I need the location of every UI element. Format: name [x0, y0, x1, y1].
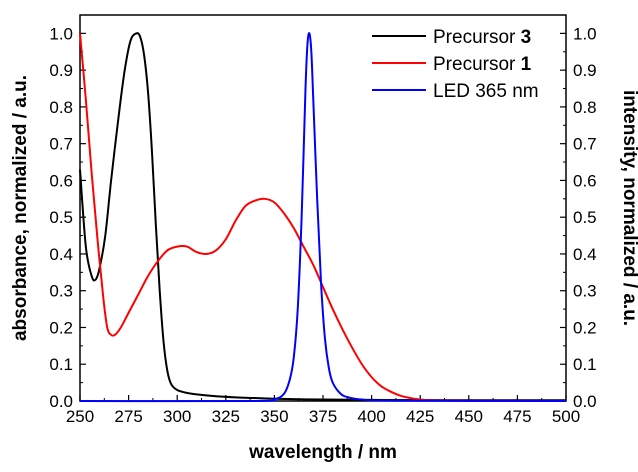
y-tick-label-left: 0.1 — [49, 355, 73, 374]
y-tick-label-left: 0.8 — [49, 98, 73, 117]
y-tick-label-right: 1.0 — [573, 24, 597, 43]
x-tick-label: 475 — [503, 407, 531, 426]
y-tick-label-right: 0.3 — [573, 282, 597, 301]
y-axis-title-left: absorbance, normalized / a.u. — [10, 75, 31, 341]
legend: Precursor 3 Precursor 1 LED 365 nm — [372, 27, 539, 102]
data-curves — [79, 32, 567, 403]
y-tick-label-left: 0.3 — [49, 282, 73, 301]
series-line-1 — [79, 32, 567, 402]
y-tick-label-right: 0.5 — [573, 208, 597, 227]
x-tick-label: 425 — [406, 407, 434, 426]
x-tick-label: 325 — [212, 407, 240, 426]
y-tick-label-right: 0.4 — [573, 245, 597, 264]
y-tick-label-right: 0.1 — [573, 355, 597, 374]
y-tick-label-left: 0.6 — [49, 171, 73, 190]
y-axis-title-right: intensity, normalized / a.u. — [619, 90, 638, 326]
x-tick-label: 400 — [357, 407, 385, 426]
x-tick-label: 275 — [114, 407, 142, 426]
x-tick-label: 450 — [455, 407, 483, 426]
x-tick-label: 300 — [163, 407, 191, 426]
legend-label-1: Precursor 3 — [433, 27, 531, 48]
y-tick-label-left: 0.5 — [49, 208, 73, 227]
y-tick-label-left: 0.2 — [49, 318, 73, 337]
legend-label-2: Precursor 1 — [433, 54, 532, 75]
x-axis-title: wavelength / nm — [248, 442, 397, 463]
y-tick-label-left: 0.9 — [49, 61, 73, 80]
y-tick-label-right: 0.2 — [573, 318, 597, 337]
x-tick-label: 350 — [260, 407, 288, 426]
legend-label-3: LED 365 nm — [433, 81, 539, 102]
y-tick-label-right: 0.0 — [573, 392, 597, 411]
y-tick-label-left: 1.0 — [49, 24, 73, 43]
y-tick-label-right: 0.9 — [573, 61, 597, 80]
y-tick-label-left: 0.7 — [49, 135, 73, 154]
y-tick-label-right: 0.8 — [573, 98, 597, 117]
y-tick-label-right: 0.7 — [573, 135, 597, 154]
y-tick-label-left: 0.4 — [49, 245, 73, 264]
series-line-3 — [79, 32, 567, 403]
y-tick-label-left: 0.0 — [49, 392, 73, 411]
x-tick-label: 375 — [309, 407, 337, 426]
series-line-2 — [79, 33, 566, 403]
x-tick-label: 500 — [552, 407, 580, 426]
x-tick-label: 250 — [66, 407, 94, 426]
y-tick-label-right: 0.6 — [573, 171, 597, 190]
